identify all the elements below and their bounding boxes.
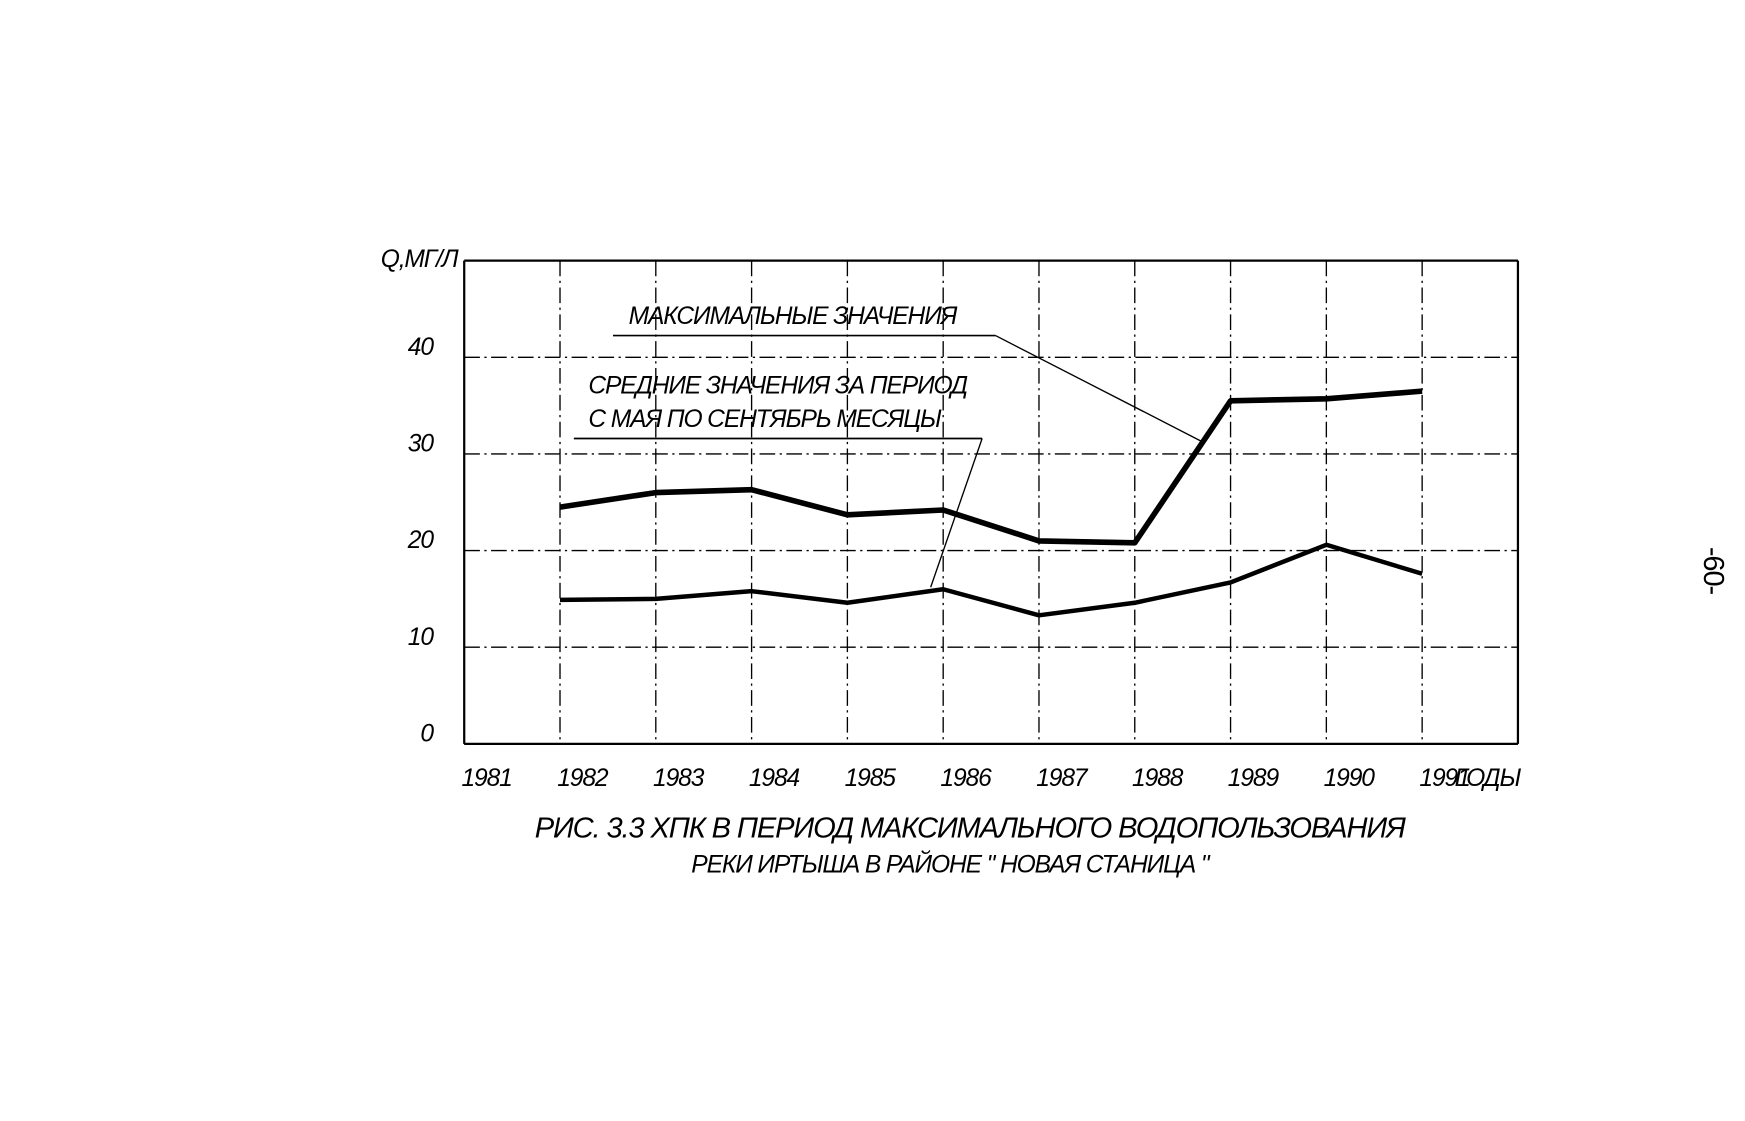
series-label: МАКСИМАЛЬНЫЕ ЗНАЧЕНИЯ bbox=[629, 303, 958, 330]
y-axis-label: Q,МГ/Л bbox=[381, 246, 459, 273]
series-label: СРЕДНИЕ ЗНАЧЕНИЯ ЗА ПЕРИОД bbox=[588, 373, 967, 400]
x-tick-label: 1985 bbox=[845, 765, 897, 792]
y-tick-label: 0 bbox=[420, 720, 434, 747]
x-tick-label: 1981 bbox=[461, 765, 511, 792]
y-tick-label: 10 bbox=[408, 624, 435, 651]
leader-line bbox=[930, 438, 983, 588]
page-number: -60- bbox=[1697, 547, 1729, 595]
x-tick-label: 1990 bbox=[1324, 765, 1376, 792]
x-tick-label: 1988 bbox=[1132, 765, 1184, 792]
x-tick-label: 1989 bbox=[1228, 765, 1280, 792]
caption: РИС. 3.3 ХПК В ПЕРИОД МАКСИМАЛЬНОГО ВОДО… bbox=[535, 813, 1406, 845]
y-tick-label: 40 bbox=[408, 334, 435, 361]
y-tick-label: 20 bbox=[407, 527, 435, 554]
x-tick-label: 1987 bbox=[1036, 765, 1089, 792]
x-axis-label: ГОДЫ bbox=[1455, 765, 1522, 792]
x-tick-label: 1984 bbox=[749, 765, 800, 792]
x-tick-label: 1991 bbox=[1419, 765, 1469, 792]
caption: РЕКИ ИРТЫША В РАЙОНЕ " НОВАЯ СТАНИЦА " bbox=[691, 850, 1211, 878]
x-tick-label: 1982 bbox=[557, 765, 609, 792]
y-tick-label: 30 bbox=[408, 430, 435, 457]
x-tick-label: 1986 bbox=[940, 765, 992, 792]
data-line bbox=[559, 542, 1423, 618]
x-tick-label: 1983 bbox=[653, 765, 705, 792]
series-label: С МАЯ ПО СЕНТЯБРЬ МЕСЯЦЫ bbox=[588, 406, 942, 433]
leader-line bbox=[995, 334, 1203, 443]
data-line bbox=[559, 388, 1423, 546]
chart: -60- 0 10 20 30 40 1981 1982 1983 1984 1985 1986 19… bbox=[381, 246, 1729, 878]
